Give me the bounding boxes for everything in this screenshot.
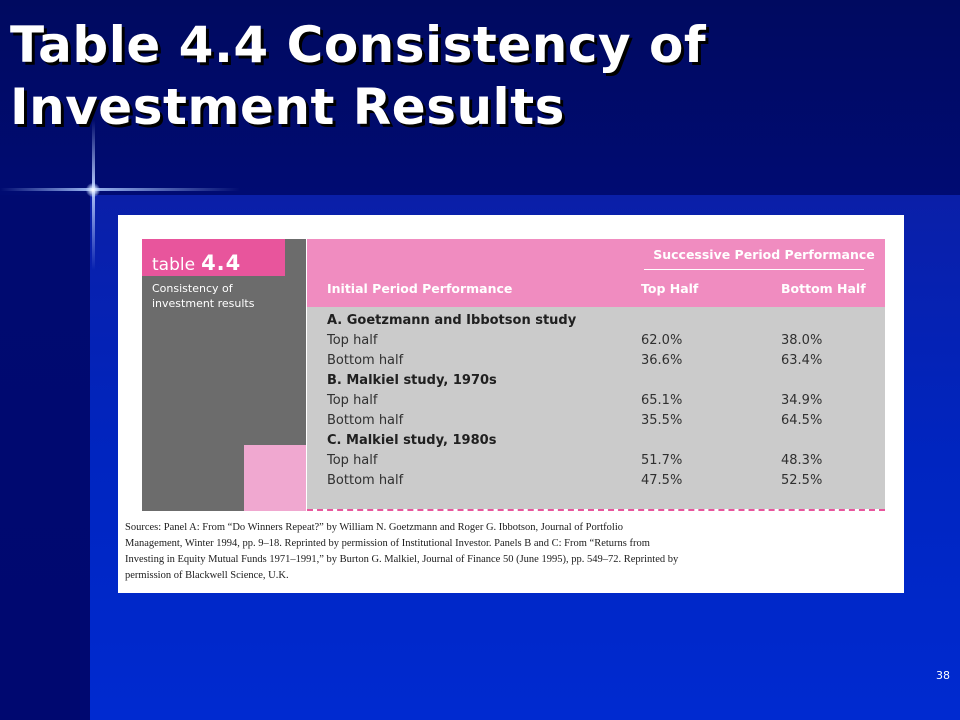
slide-title-line-2: Investment Results: [10, 78, 565, 136]
light-flare-horizontal: [0, 188, 240, 191]
cell-bottom-half: 63.4%: [781, 353, 823, 368]
slide-title: Table 4.4 Consistency of Investment Resu…: [10, 14, 910, 138]
table-row: Bottom half 35.5% 64.5%: [307, 411, 885, 431]
column-header-bottom-half: Bottom Half: [781, 281, 866, 296]
column-header-top-half: Top Half: [641, 281, 699, 296]
cell-top-half: 47.5%: [641, 473, 683, 488]
table-row: Bottom half 47.5% 52.5%: [307, 471, 885, 491]
source-line: Management, Winter 1994, pp. 9–18. Repri…: [125, 538, 650, 549]
cell-top-half: 35.5%: [641, 413, 683, 428]
caption-line-1: Consistency of: [152, 282, 233, 295]
table-label-number: 4.4: [201, 251, 242, 275]
source-line: Sources: Panel A: From “Do Winners Repea…: [125, 522, 624, 533]
row-label: C. Malkiel study, 1980s: [327, 433, 497, 448]
table-row: Top half 65.1% 34.9%: [307, 391, 885, 411]
cell-top-half: 65.1%: [641, 393, 683, 408]
table-body: A. Goetzmann and Ibbotson study Top half…: [307, 307, 885, 509]
cell-bottom-half: 48.3%: [781, 453, 823, 468]
table-row: A. Goetzmann and Ibbotson study: [307, 311, 885, 331]
row-label: B. Malkiel study, 1970s: [327, 373, 497, 388]
table-sources: Sources: Panel A: From “Do Winners Repea…: [125, 520, 815, 584]
table-header: Successive Period Performance Initial Pe…: [307, 239, 885, 307]
source-line: permission of Blackwell Science, U.K.: [125, 570, 289, 581]
left-band: [0, 195, 90, 720]
table-row: Top half 62.0% 38.0%: [307, 331, 885, 351]
cell-top-half: 51.7%: [641, 453, 683, 468]
row-label: Top half: [327, 333, 378, 348]
table-label: table 4.4: [152, 251, 242, 276]
row-label: Top half: [327, 453, 378, 468]
cell-bottom-half: 52.5%: [781, 473, 823, 488]
page-number: 38: [936, 669, 950, 682]
row-label: A. Goetzmann and Ibbotson study: [327, 313, 577, 328]
light-flare-center: [86, 183, 100, 197]
caption-line-2: investment results: [152, 297, 255, 310]
table-row: C. Malkiel study, 1980s: [307, 431, 885, 451]
table-row: Top half 51.7% 48.3%: [307, 451, 885, 471]
title-band: [0, 0, 960, 195]
row-label: Top half: [327, 393, 378, 408]
table-label-box: table 4.4: [142, 239, 285, 276]
cell-top-half: 62.0%: [641, 333, 683, 348]
table-figure: table 4.4 Consistency of investment resul…: [118, 215, 904, 593]
cell-bottom-half: 38.0%: [781, 333, 823, 348]
slide-title-line-1: Table 4.4 Consistency of: [10, 16, 707, 74]
row-label: Bottom half: [327, 413, 404, 428]
column-header-initial: Initial Period Performance: [327, 281, 513, 296]
cell-bottom-half: 64.5%: [781, 413, 823, 428]
super-header-rule: [644, 269, 864, 270]
table-caption: Consistency of investment results: [152, 281, 302, 311]
cell-bottom-half: 34.9%: [781, 393, 823, 408]
sidebar-accent-block: [244, 445, 306, 511]
row-label: Bottom half: [327, 353, 404, 368]
table-row: Bottom half 36.6% 63.4%: [307, 351, 885, 371]
source-line: Investing in Equity Mutual Funds 1971–19…: [125, 554, 679, 565]
table-row: B. Malkiel study, 1970s: [307, 371, 885, 391]
super-header: Successive Period Performance: [653, 247, 875, 262]
row-label: Bottom half: [327, 473, 404, 488]
table-bottom-rule: [307, 509, 885, 511]
cell-top-half: 36.6%: [641, 353, 683, 368]
